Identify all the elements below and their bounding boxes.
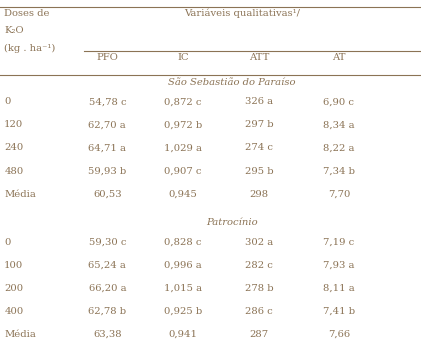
Text: 60,53: 60,53: [93, 190, 122, 199]
Text: 286 c: 286 c: [245, 307, 273, 316]
Text: 64,71 a: 64,71 a: [88, 143, 126, 152]
Text: 1,015 a: 1,015 a: [164, 284, 202, 293]
Text: 59,30 c: 59,30 c: [88, 238, 126, 246]
Text: ATT: ATT: [249, 53, 269, 62]
Text: 62,70 a: 62,70 a: [88, 120, 126, 129]
Text: 297 b: 297 b: [245, 120, 273, 129]
Text: 120: 120: [4, 120, 24, 129]
Text: 240: 240: [4, 143, 24, 152]
Text: 0,941: 0,941: [169, 330, 197, 339]
Text: 0,925 b: 0,925 b: [164, 307, 202, 316]
Text: 8,11 a: 8,11 a: [323, 284, 355, 293]
Text: Média: Média: [4, 330, 36, 339]
Text: 0,828 c: 0,828 c: [164, 238, 202, 246]
Text: 7,93 a: 7,93 a: [323, 261, 354, 270]
Text: 0: 0: [4, 238, 11, 246]
Text: 7,66: 7,66: [328, 330, 350, 339]
Text: 0: 0: [4, 97, 11, 106]
Text: Patrocínio: Patrocínio: [206, 218, 257, 227]
Text: 6,90 c: 6,90 c: [323, 97, 354, 106]
Text: 54,78 c: 54,78 c: [88, 97, 126, 106]
Text: 8,22 a: 8,22 a: [323, 143, 354, 152]
Text: Variáveis qualitativas¹/: Variáveis qualitativas¹/: [184, 8, 300, 18]
Text: 400: 400: [4, 307, 24, 316]
Text: 0,907 c: 0,907 c: [164, 167, 202, 175]
Text: 63,38: 63,38: [93, 330, 122, 339]
Text: 287: 287: [249, 330, 269, 339]
Text: 7,70: 7,70: [328, 190, 350, 199]
Text: 7,19 c: 7,19 c: [323, 238, 354, 246]
Text: 302 a: 302 a: [245, 238, 273, 246]
Text: 274 c: 274 c: [245, 143, 273, 152]
Text: 0,972 b: 0,972 b: [164, 120, 202, 129]
Text: 7,34 b: 7,34 b: [323, 167, 355, 175]
Text: 298: 298: [249, 190, 269, 199]
Text: 8,34 a: 8,34 a: [323, 120, 355, 129]
Text: (kg . ha⁻¹): (kg . ha⁻¹): [4, 44, 56, 53]
Text: 62,78 b: 62,78 b: [88, 307, 126, 316]
Text: 66,20 a: 66,20 a: [88, 284, 126, 293]
Text: 0,996 a: 0,996 a: [164, 261, 202, 270]
Text: Média: Média: [4, 190, 36, 199]
Text: 1,029 a: 1,029 a: [164, 143, 202, 152]
Text: 200: 200: [4, 284, 23, 293]
Text: 0,872 c: 0,872 c: [164, 97, 202, 106]
Text: São Sebastião do Paraíso: São Sebastião do Paraíso: [168, 78, 295, 86]
Text: 7,41 b: 7,41 b: [323, 307, 355, 316]
Text: 295 b: 295 b: [245, 167, 273, 175]
Text: AT: AT: [332, 53, 346, 62]
Text: Doses de: Doses de: [4, 8, 50, 17]
Text: PFO: PFO: [96, 53, 118, 62]
Text: 59,93 b: 59,93 b: [88, 167, 126, 175]
Text: 326 a: 326 a: [245, 97, 273, 106]
Text: K₂O: K₂O: [4, 26, 24, 35]
Text: 480: 480: [4, 167, 24, 175]
Text: 100: 100: [4, 261, 24, 270]
Text: 282 c: 282 c: [245, 261, 273, 270]
Text: IC: IC: [177, 53, 189, 62]
Text: 0,945: 0,945: [169, 190, 197, 199]
Text: 278 b: 278 b: [245, 284, 273, 293]
Text: 65,24 a: 65,24 a: [88, 261, 126, 270]
